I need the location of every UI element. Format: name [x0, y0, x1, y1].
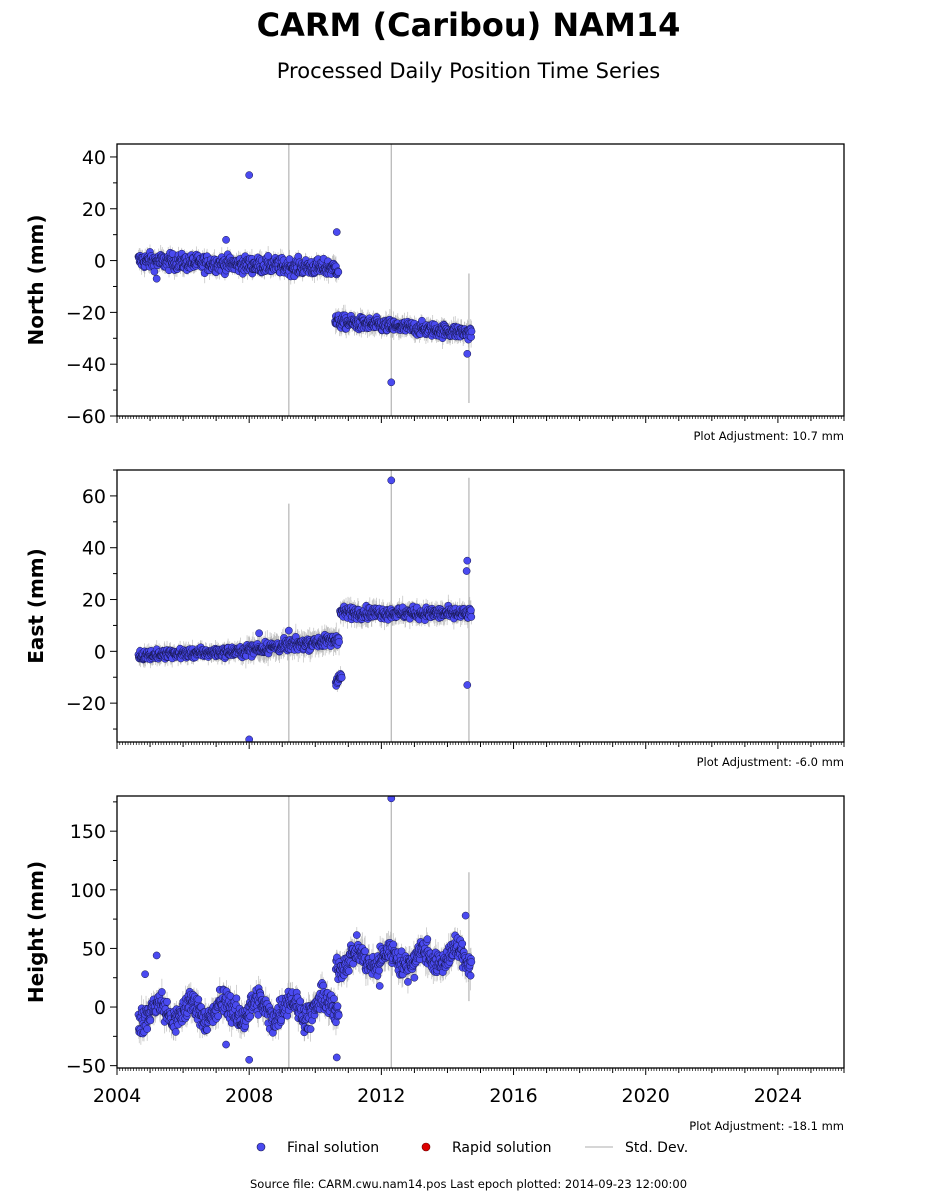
data-point-outlier: [222, 235, 230, 244]
y-tick-label: 0: [94, 251, 106, 273]
y-tick-label: 20: [82, 199, 106, 221]
final-solution-points: [134, 476, 476, 742]
y-axis-label: East (mm): [24, 548, 48, 664]
x-ticks: [116, 742, 845, 749]
data-point: [467, 613, 476, 621]
data-point: [158, 988, 166, 996]
plot-adjustment-note: Plot Adjustment: -6.0 mm: [697, 755, 844, 769]
data-point-outlier: [462, 567, 471, 575]
data-point-outlier: [387, 378, 396, 387]
data-point-outlier: [245, 735, 254, 742]
data-point: [467, 606, 475, 615]
data-point-outlier: [332, 228, 341, 236]
data-point-outlier: [463, 349, 472, 358]
data-point: [143, 1025, 152, 1033]
y-tick-label: −60: [66, 406, 106, 428]
data-point: [264, 252, 272, 260]
y-tick-label: 40: [82, 538, 106, 560]
data-point: [150, 267, 159, 276]
north-panel: 40 20 0 −20 −40 −60 North (mm) Plot Adjustment:…: [24, 143, 845, 443]
data-point-outlier: [284, 626, 293, 635]
y-tick-label: −40: [66, 354, 106, 376]
x-ticks: [116, 416, 845, 423]
data-point-outlier: [387, 476, 396, 485]
y-tick-label: 40: [82, 147, 106, 169]
data-point: [467, 327, 476, 336]
data-point: [146, 1016, 155, 1025]
plot-area: [134, 470, 476, 742]
axes-frame: [116, 469, 845, 743]
data-point-outlier: [152, 274, 161, 283]
y-ticks: 40 20 0 −20 −40 −60: [66, 147, 117, 428]
y-axis-label: North (mm): [24, 214, 48, 345]
axes-frame: [116, 143, 845, 417]
plot-adjustment-note: Plot Adjustment: 10.7 mm: [693, 429, 844, 443]
data-point-outlier: [463, 681, 472, 689]
y-ticks: 60 40 20 0 −20: [66, 469, 117, 730]
y-tick-label: −20: [66, 302, 106, 324]
y-tick-label: 60: [82, 486, 106, 508]
final-solution-points: [134, 796, 476, 1064]
data-point: [163, 997, 171, 1006]
figure-subtitle: Processed Daily Position Time Series: [277, 59, 661, 83]
y-tick-label: −20: [66, 693, 106, 715]
y-tick-label: 0: [94, 641, 106, 663]
data-point: [335, 638, 343, 646]
data-point-outlier: [245, 171, 254, 179]
data-point: [171, 1028, 180, 1036]
final-solution-points: [134, 171, 476, 387]
plot-area: [134, 144, 476, 416]
figure-title: CARM (Caribou) NAM14: [257, 6, 681, 44]
y-tick-label: 20: [82, 590, 106, 612]
data-point-outlier: [463, 556, 472, 565]
east-panel: 60 40 20 0 −20 East (mm) Plot Adjustment: -6.0…: [24, 469, 845, 769]
data-point-outlier: [255, 629, 263, 638]
plot-area: [134, 796, 476, 1068]
data-point: [337, 673, 346, 682]
data-point: [334, 268, 343, 276]
